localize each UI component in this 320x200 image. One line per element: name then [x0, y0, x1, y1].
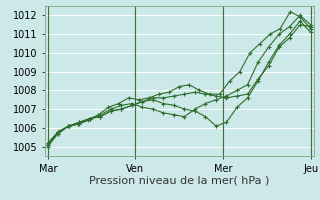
X-axis label: Pression niveau de la mer( hPa ): Pression niveau de la mer( hPa ) [89, 175, 269, 185]
